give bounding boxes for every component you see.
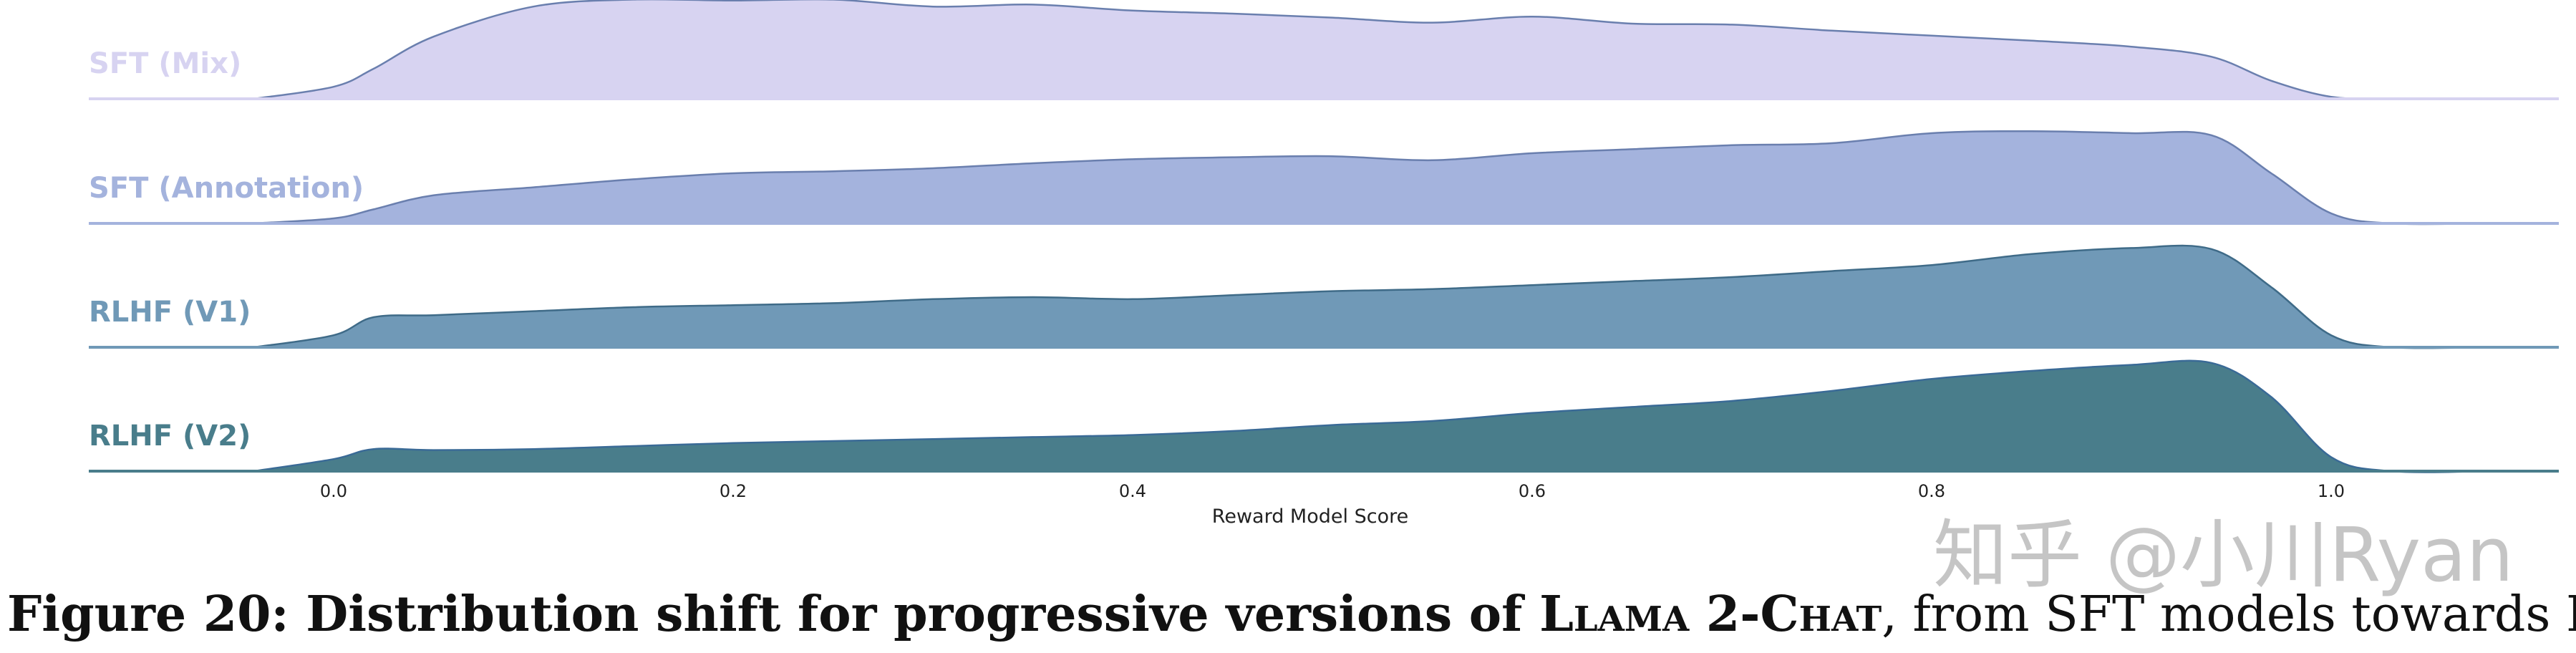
- ridge-area: [89, 360, 2559, 473]
- ridge-outline: [253, 359, 2492, 473]
- ridge-rlhf-v2: RLHF (V2): [89, 359, 2559, 473]
- ridge-area: [89, 0, 2559, 100]
- x-tick-label: 0.8: [1918, 481, 1945, 501]
- ridge-sft-annotation: SFT (Annotation): [89, 130, 2559, 226]
- series-label: RLHF (V1): [89, 296, 251, 329]
- ridge-area: [89, 246, 2559, 349]
- watermark: 知乎 @小川Ryan: [1933, 511, 2514, 599]
- caption-prefix: Figure 20: Distribution shift for progre…: [7, 586, 1540, 643]
- series-label: RLHF (V2): [89, 420, 251, 453]
- ridge-area: [89, 131, 2559, 225]
- ridge-outline: [253, 130, 2492, 226]
- caption-suffix: , from SFT models towards RLHF.: [1882, 586, 2576, 643]
- x-tick-label: 0.6: [1519, 481, 1546, 501]
- x-tick-label: 1.0: [2318, 481, 2345, 501]
- x-tick-label: 0.0: [320, 481, 347, 501]
- x-axis-ticks: 0.0 0.2 0.4 0.6 0.8 1.0: [320, 481, 2345, 501]
- ridge-outline: [253, 244, 2492, 349]
- ridge-rlhf-v1: RLHF (V1): [89, 244, 2559, 349]
- series-label: SFT (Annotation): [89, 172, 364, 205]
- x-axis-label: Reward Model Score: [1212, 506, 1408, 528]
- caption-model-name: Llama 2-Chat: [1539, 586, 1882, 643]
- series-label: SFT (Mix): [89, 47, 241, 80]
- x-tick-label: 0.2: [720, 481, 747, 501]
- ridge-sft-mix: SFT (Mix): [89, 0, 2559, 100]
- x-tick-label: 0.4: [1119, 481, 1146, 501]
- ridgeline-chart: SFT (Mix) SFT (Annotation) RLHF (V1) RLHF (…: [89, 0, 2559, 528]
- figure-caption: Figure 20: Distribution shift for progre…: [7, 586, 2576, 643]
- ridges-group: SFT (Mix) SFT (Annotation) RLHF (V1) RLHF (…: [89, 0, 2559, 473]
- ridge-outline: [253, 0, 2492, 100]
